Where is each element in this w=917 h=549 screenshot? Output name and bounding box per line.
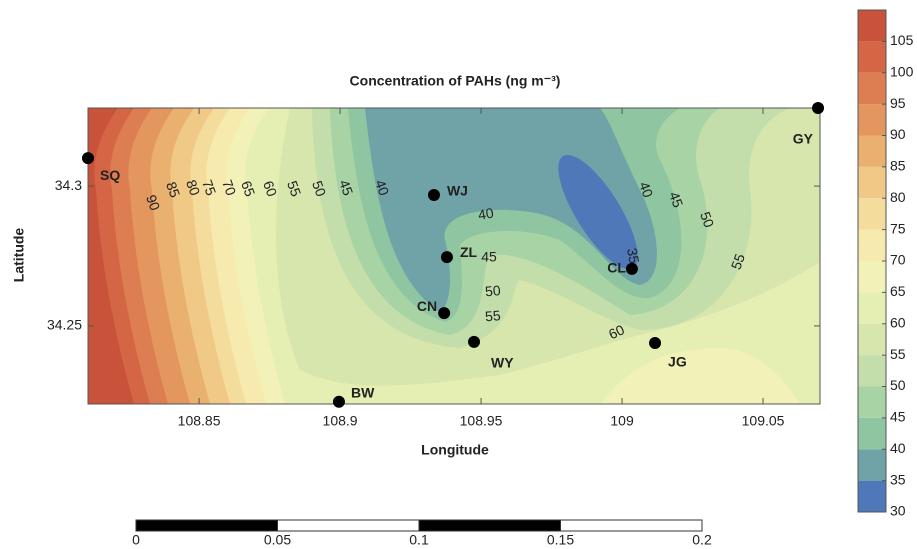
- x-tick-label: 108.95: [460, 413, 503, 429]
- station: [649, 337, 662, 350]
- contour-label: 55: [728, 251, 748, 271]
- contour-label: 55: [484, 307, 501, 324]
- contour-label: 80: [183, 178, 203, 198]
- colorbar-label: 90: [890, 126, 906, 142]
- x-tick-label: 109.05: [742, 413, 785, 429]
- field-band: [88, 108, 134, 404]
- station: [82, 152, 94, 165]
- colorbar-label: 30: [890, 503, 906, 519]
- colorbar-label: 40: [890, 440, 906, 456]
- station-label: GY: [793, 131, 814, 147]
- contour-label: 85: [163, 180, 183, 200]
- station-label: JG: [668, 354, 687, 370]
- station-label: CN: [417, 298, 437, 314]
- colorbar-label: 105: [890, 32, 914, 48]
- colorbar-label: 75: [890, 220, 906, 236]
- x-axis-title: Longitude: [421, 442, 489, 458]
- scale-label: 0.1: [409, 532, 429, 548]
- scale-label: 0.05: [264, 532, 291, 548]
- colorbar-bin: [858, 417, 886, 450]
- contour-label: 35: [624, 247, 642, 265]
- station: [625, 262, 638, 275]
- colorbar-label: 50: [890, 377, 906, 393]
- scale-label: 0: [132, 532, 140, 548]
- colorbar-bin: [858, 10, 886, 42]
- colorbar-label: 100: [890, 63, 914, 79]
- station: [440, 251, 453, 264]
- field-band: [558, 154, 638, 270]
- contour-label: 65: [238, 179, 258, 199]
- station-label: CL: [607, 260, 626, 276]
- scale-label: 0.15: [547, 532, 574, 548]
- colorbar-bin: [858, 292, 886, 324]
- colorbar-bin: [858, 166, 886, 199]
- contour-label: 45: [336, 178, 356, 198]
- contour-label: 45: [481, 249, 497, 265]
- contour-label: 90: [143, 193, 163, 213]
- contour-label: 40: [636, 180, 656, 200]
- colorbar-bin: [858, 261, 886, 293]
- field-band: [600, 348, 800, 404]
- colorbar-label: 35: [890, 471, 906, 487]
- colorbar-label: 80: [890, 189, 906, 205]
- contour-label: 55: [284, 179, 304, 199]
- scale-segment: [560, 519, 703, 532]
- colorbar-bin: [858, 104, 886, 136]
- colorbar-label: 55: [890, 346, 906, 362]
- y-tick-label: 34.25: [47, 317, 82, 333]
- scale-segment: [418, 519, 561, 532]
- scale-label: 0.2: [692, 532, 712, 548]
- station-label: WY: [491, 355, 514, 371]
- colorbar-label: 65: [890, 283, 906, 299]
- station: [812, 102, 825, 114]
- station-label: SQ: [100, 167, 120, 183]
- colorbar-label: 95: [890, 95, 906, 111]
- colorbar-bin: [858, 72, 886, 105]
- x-tick-label: 109: [610, 413, 634, 429]
- contour-label: 50: [697, 210, 717, 230]
- station-label: WJ: [447, 183, 468, 199]
- colorbar-bin: [858, 386, 886, 418]
- field-band: [365, 108, 657, 312]
- contour-label: 70: [219, 178, 239, 198]
- scale-segment: [277, 519, 420, 532]
- x-tick-label: 108.85: [178, 413, 221, 429]
- station: [438, 307, 451, 320]
- colorbar-bin: [858, 355, 886, 387]
- y-tick-label: 34.3: [55, 177, 82, 193]
- contour-label: 50: [309, 179, 329, 199]
- colorbar-bin: [858, 41, 886, 73]
- colorbar-label: 85: [890, 158, 906, 174]
- contour-label: 45: [666, 190, 686, 210]
- colorbar-label: 70: [890, 252, 906, 268]
- plot-frame: [87, 107, 821, 405]
- station: [332, 395, 345, 408]
- field-band: [88, 108, 820, 404]
- colorbar-bin: [858, 323, 886, 356]
- contour-label: 60: [260, 179, 280, 199]
- colorbar-label: 45: [890, 409, 906, 425]
- contour-label: 40: [477, 204, 495, 222]
- station: [468, 335, 481, 348]
- colorbar-bin: [858, 449, 886, 481]
- scale-segment: [135, 519, 278, 532]
- station: [427, 189, 440, 202]
- title: Concentration of PAHs (ng m⁻³): [350, 73, 561, 89]
- contour-label: 75: [199, 178, 219, 198]
- colorbar-label: 60: [890, 314, 906, 330]
- y-axis-title: Latitude: [11, 228, 27, 283]
- contour-label: 60: [606, 321, 627, 342]
- contour-label: 50: [484, 282, 501, 299]
- contour-label: 40: [372, 178, 392, 198]
- colorbar-bin: [858, 135, 886, 167]
- colorbar-bin: [858, 480, 886, 512]
- x-tick-label: 108.9: [323, 413, 358, 429]
- field: [88, 108, 820, 404]
- station-label: BW: [351, 384, 375, 400]
- station-label: ZL: [460, 244, 478, 260]
- colorbar-bin: [858, 198, 886, 230]
- colorbar-bin: [858, 229, 886, 261]
